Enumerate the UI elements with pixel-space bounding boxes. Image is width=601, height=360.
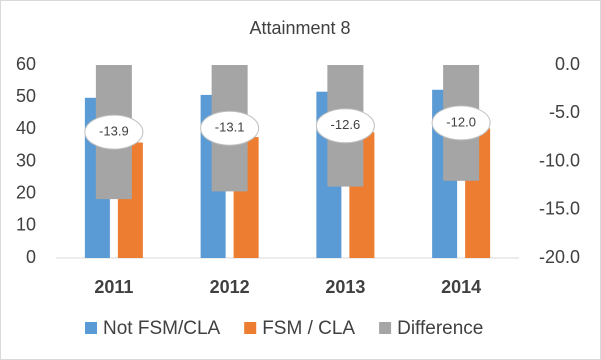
label-bubble	[315, 108, 375, 144]
data-label: -12.0	[446, 114, 476, 129]
y-tick-label: 20	[16, 182, 36, 202]
y2-tick-label: -10.0	[539, 150, 580, 170]
chart-title: Attainment 8	[249, 18, 350, 38]
y-tick-label: 30	[16, 150, 36, 170]
y2-tick-label: -15.0	[539, 199, 580, 219]
y2-tick-label: 0.0	[555, 54, 580, 74]
y-tick-label: 50	[16, 86, 36, 106]
label-bubble	[200, 110, 260, 146]
y-tick-label: 10	[16, 215, 36, 235]
data-label: -13.1	[215, 120, 245, 135]
x-tick-label: 2011	[94, 277, 133, 297]
label-bubble	[84, 114, 144, 150]
y-tick-label: 40	[16, 118, 36, 138]
legend-swatch	[244, 322, 257, 334]
x-tick-label: 2014	[441, 277, 481, 297]
x-tick-label: 2013	[325, 277, 365, 297]
data-label: -12.6	[331, 117, 361, 132]
y2-tick-label: -5.0	[549, 102, 580, 122]
legend-swatch	[379, 322, 392, 334]
x-tick-label: 2012	[210, 277, 250, 297]
label-bubble	[431, 105, 491, 141]
y-tick-label: 60	[16, 54, 36, 74]
data-label: -13.9	[99, 124, 129, 139]
legend-label: Not FSM/CLA	[103, 318, 221, 339]
y2-tick-label: -20.0	[539, 247, 580, 267]
y-tick-label: 0	[26, 247, 36, 267]
legend-label: FSM / CLA	[262, 318, 355, 339]
legend-swatch	[85, 322, 97, 334]
legend-label: Difference	[397, 318, 483, 339]
